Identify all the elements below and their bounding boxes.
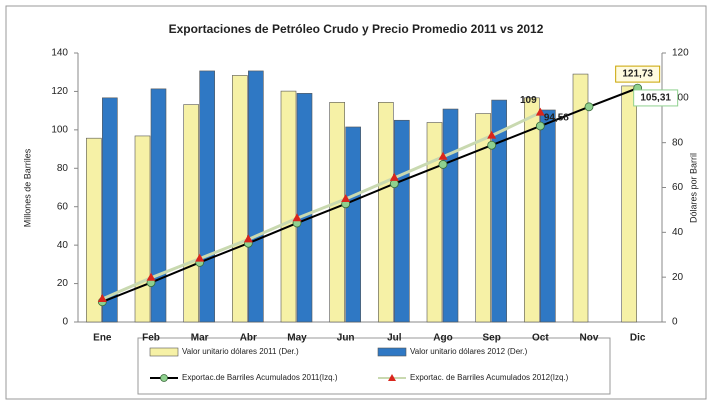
y2-tick-label: 60 [672,182,684,193]
marker [535,107,545,116]
legend-label: Exportac.de Barriles Acumulados 2011(Izq… [182,373,338,382]
y2-axis-title: Dólares por Barril [688,153,698,223]
data-label: 94,58 [544,113,569,124]
x-tick-label: Jul [387,333,402,344]
x-tick-label: Sep [482,333,500,344]
y-tick-label: 140 [51,48,68,59]
y2-tick-label: 40 [672,227,684,238]
bar [345,126,361,323]
legend-label: Exportac. de Barriles Acumulados 2012(Iz… [410,373,569,382]
y-tick-label: 40 [57,240,69,251]
bar [199,70,215,323]
y-tick-label: 100 [51,124,68,135]
marker [487,130,497,139]
bar [540,109,556,323]
legend-label: Valor unitario dólares 2011 (Der.) [182,347,299,356]
bar [442,108,459,323]
bar [524,97,540,323]
bar [102,97,118,323]
legend-swatch [377,347,407,357]
y-tick-label: 80 [57,163,69,174]
marker [584,102,594,112]
bar [621,85,637,323]
marker [195,253,205,262]
y2-tick-label: 20 [672,272,684,283]
bar [378,102,394,323]
y-tick-label: 20 [57,278,69,289]
marker [341,194,351,203]
y2-tick-label: 80 [672,137,684,148]
bar [491,99,507,323]
bar [296,93,313,323]
y2-tick-label: 0 [672,317,678,328]
x-tick-label: Abr [240,333,257,344]
line [101,87,639,303]
data-label: 121,73 [622,69,653,80]
data-label: 109 [520,95,537,106]
chart-title: Exportaciones de Petróleo Crudo y Precio… [169,22,544,36]
marker [146,272,156,281]
bar [394,119,410,323]
marker [389,172,399,181]
marker [97,293,107,302]
bar [248,70,264,323]
bar [475,113,491,323]
x-tick-label: Nov [580,333,599,344]
y-tick-label: 120 [51,86,68,97]
y-axis-title: Millones de Barriles [22,148,32,227]
bar [134,135,151,323]
data-label-box [615,65,661,83]
y-tick-label: 0 [62,317,68,328]
bar [280,90,297,323]
data-label: 105,31 [640,93,671,104]
bar [329,102,345,323]
x-tick-label: Mar [191,333,209,344]
bar [426,122,443,323]
marker [438,160,448,169]
marker [292,213,302,222]
x-tick-label: Ago [433,333,452,344]
marker [535,121,545,131]
x-tick-label: Feb [142,333,160,344]
legend-marker [388,374,396,381]
bar [572,73,589,323]
legend-label: Valor unitario dólares 2012 (Der.) [410,347,528,356]
data-label-box [633,89,679,107]
x-tick-label: Ene [93,333,112,344]
legend-swatch [149,347,179,357]
bar [86,137,102,323]
y2-tick-label: 100 [672,92,689,103]
x-tick-label: Oct [532,333,549,344]
y2-tick-label: 120 [672,48,689,59]
x-tick-label: Jun [337,333,355,344]
line [101,111,541,301]
marker [438,151,448,160]
bar [150,88,167,323]
bar [232,75,248,323]
legend-box [137,337,611,395]
bar [183,104,199,323]
x-tick-label: Dic [630,333,646,344]
legend-marker [160,374,168,382]
y-tick-label: 60 [57,201,69,212]
x-tick-label: May [287,333,307,344]
marker [487,140,497,150]
marker [243,234,253,243]
